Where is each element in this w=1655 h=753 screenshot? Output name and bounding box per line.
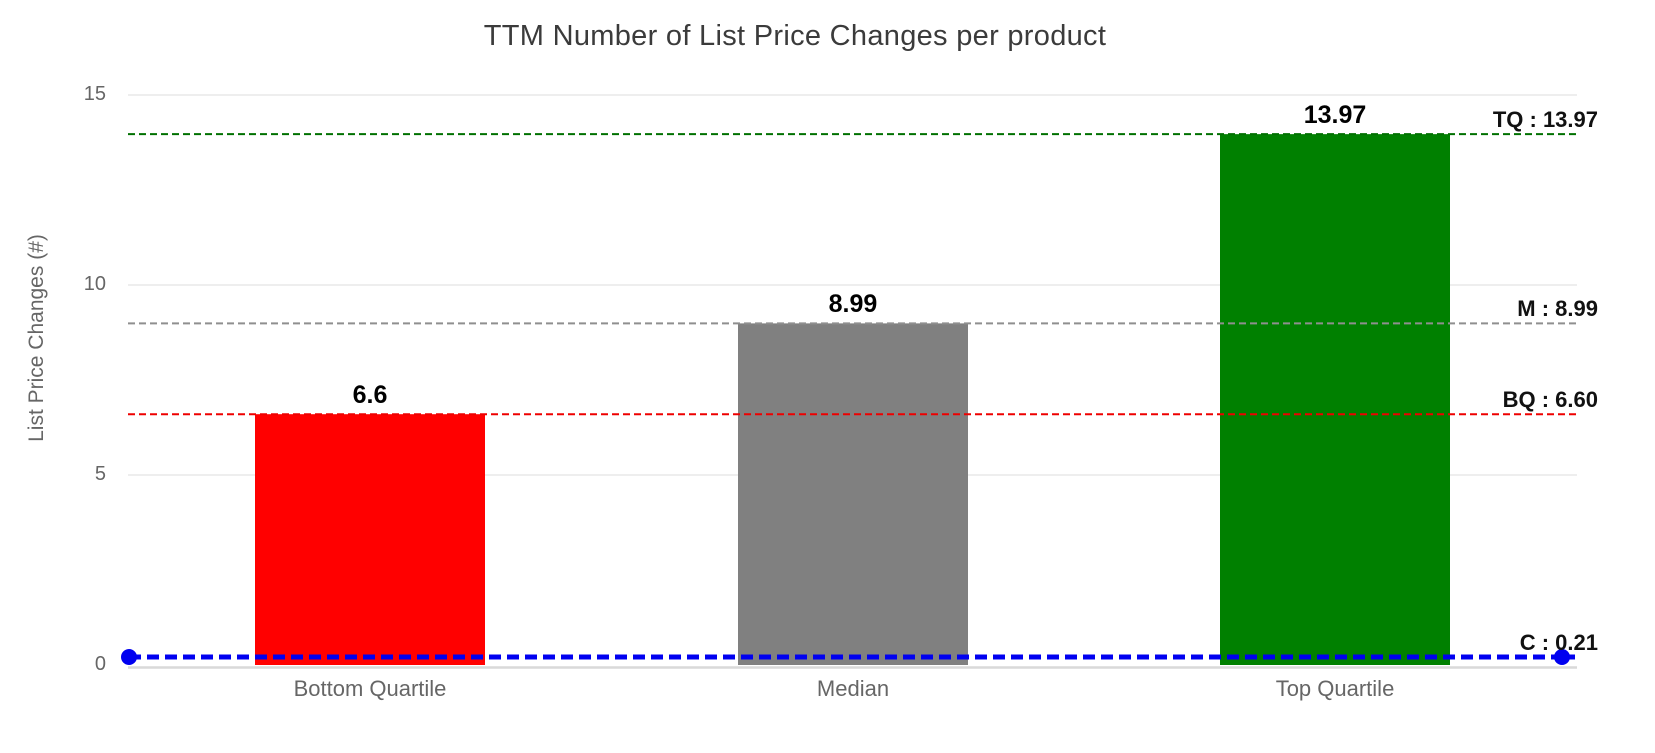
ref-line-label-bq: BQ : 6.60 bbox=[1502, 387, 1598, 413]
bar-value-label-1: 6.6 bbox=[352, 381, 388, 410]
x-category-label-median: Median bbox=[816, 676, 890, 701]
ref-endpoint-dot-left bbox=[121, 649, 137, 666]
ref-line-label-m: M : 8.99 bbox=[1517, 296, 1598, 322]
chart-title: TTM Number of List Price Changes per pro… bbox=[483, 20, 1107, 52]
bar-median bbox=[738, 323, 968, 665]
bar-top-quartile bbox=[1220, 134, 1450, 665]
y-tick-label-5: 5 bbox=[94, 463, 106, 485]
x-category-label-top-quartile: Top Quartile bbox=[1275, 676, 1395, 701]
ref-line-label-tq: TQ : 13.97 bbox=[1492, 107, 1598, 133]
bar-value-label-2: 8.99 bbox=[828, 290, 878, 319]
bar-value-label-3: 13.97 bbox=[1303, 101, 1367, 130]
bar-bottom-quartile bbox=[255, 414, 485, 665]
ref-endpoint-dot-right bbox=[1554, 649, 1570, 666]
y-tick-label-15: 15 bbox=[83, 83, 106, 105]
y-tick-label-0: 0 bbox=[94, 653, 106, 675]
x-category-label-bottom-quartile: Bottom Quartile bbox=[293, 676, 447, 701]
y-tick-label-10: 10 bbox=[83, 273, 106, 295]
ref-line-label-c: C : 0.21 bbox=[1519, 630, 1598, 656]
